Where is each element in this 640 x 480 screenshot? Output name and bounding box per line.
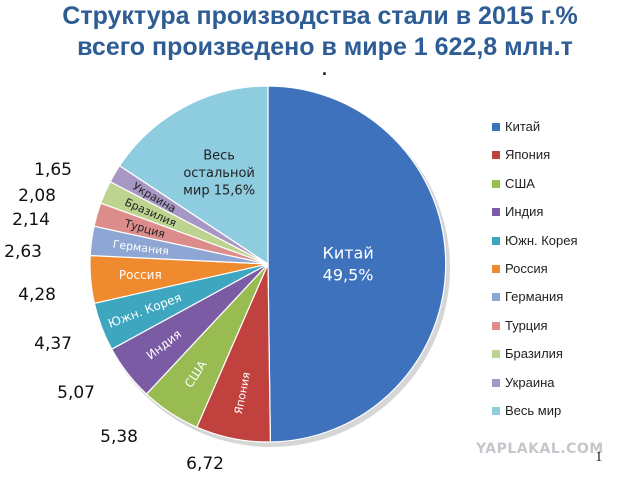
legend-label-india: Индия <box>505 204 544 220</box>
legend-swatch-usa <box>492 179 500 188</box>
legend-swatch-turkey <box>492 321 500 330</box>
legend-swatch-rest-of-world <box>492 407 500 415</box>
legend-label-usa: США <box>505 175 535 191</box>
title-line-1: Структура производства стали в 2015 г.% <box>62 2 578 30</box>
value-label-brazil: 2,08 <box>18 186 56 206</box>
value-label-japan: 6,72 <box>186 454 224 474</box>
page-number: 1 <box>595 449 603 465</box>
title-line-3: . <box>322 59 328 79</box>
value-label-germany: 2,63 <box>4 242 42 262</box>
pie-slice-rest-of-world <box>118 85 269 266</box>
legend-swatch-germany <box>492 293 500 302</box>
value-label-russia: 4,28 <box>18 285 56 305</box>
legend-swatch-russia <box>492 265 500 273</box>
title-line-2: всего произведено в мире 1 622,8 млн.т <box>77 33 573 61</box>
legend-swatch-south-korea <box>492 236 500 245</box>
slice-label-china: Китай 49,5% <box>322 243 373 284</box>
pie-slice-china <box>267 85 447 443</box>
legend-swatch-china <box>492 123 500 131</box>
legend-label-japan: Япония <box>505 147 551 163</box>
legend-label-brazil: Бразилия <box>505 346 563 362</box>
slice-label-russia: Россия <box>119 268 162 282</box>
value-label-india: 5,07 <box>57 383 95 403</box>
chart-title: Структура производства стали в 2015 г.% … <box>0 0 640 78</box>
legend-label-germany: Германия <box>505 289 564 305</box>
legend-label-turkey: Турция <box>505 317 548 333</box>
legend-label-ukraine: Украина <box>505 374 555 390</box>
slice-label-rest-of-world: Весь остальной мир 15,6% <box>183 148 255 198</box>
value-label-usa: 5,38 <box>100 427 138 447</box>
legend-swatch-india <box>492 208 500 217</box>
legend-swatch-ukraine <box>492 378 500 387</box>
legend-swatch-japan <box>492 151 500 160</box>
legend-label-rest-of-world: Весь мир <box>505 403 562 418</box>
value-label-south-korea: 4,37 <box>34 334 72 354</box>
watermark: YAPLAKAL.COM <box>476 441 604 457</box>
legend-swatch-brazil <box>492 350 500 359</box>
legend-label-russia: Россия <box>505 261 548 276</box>
legend-label-south-korea: Южн. Корея <box>505 232 578 248</box>
value-label-ukraine: 1,65 <box>34 160 72 180</box>
value-label-turkey: 2,14 <box>12 210 50 230</box>
legend-label-china: Китай <box>505 119 541 134</box>
